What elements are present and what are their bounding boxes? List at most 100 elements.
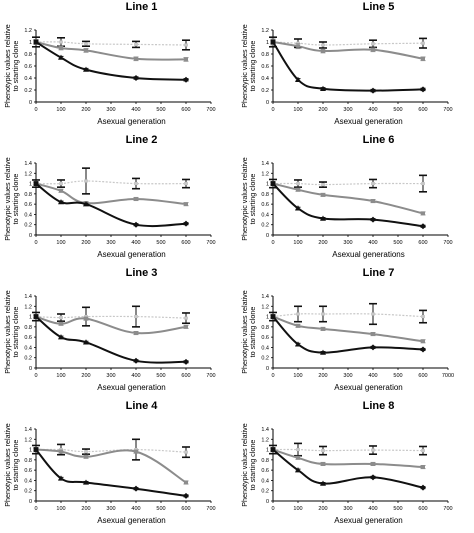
chart-title: Line 8 xyxy=(363,400,395,412)
y-tick-label: 0.8 xyxy=(24,325,32,331)
y-axis-label-line-2: to starting clone xyxy=(248,41,257,92)
data-point xyxy=(371,199,375,203)
y-tick-label: 1.4 xyxy=(24,294,32,300)
data-point xyxy=(371,48,375,52)
data-point xyxy=(296,44,300,48)
data-point xyxy=(134,448,138,452)
x-tick-label: 0 xyxy=(271,107,274,113)
data-point xyxy=(33,314,39,319)
x-tick-label: 700 xyxy=(443,240,452,246)
y-axis-label: Phenotypic values relativeto starting cl… xyxy=(3,423,20,507)
y-tick-label: 0 xyxy=(29,499,32,505)
y-axis-label-line-1: Phenotypic values relative xyxy=(3,24,12,108)
y-tick-label: 1 xyxy=(29,315,32,321)
y-tick-label: 1.2 xyxy=(261,171,269,177)
y-tick-label: 1.2 xyxy=(24,28,32,34)
data-point xyxy=(420,484,426,491)
y-tick-label: 0.4 xyxy=(24,212,32,218)
data-point xyxy=(370,216,376,223)
data-point xyxy=(83,339,89,345)
x-tick-label: 400 xyxy=(368,107,377,113)
y-tick-label: 0.2 xyxy=(261,489,269,495)
data-point xyxy=(321,462,325,466)
data-point xyxy=(371,312,375,316)
x-tick-label: 0 xyxy=(34,373,37,379)
data-point xyxy=(321,193,325,197)
data-point xyxy=(84,450,88,454)
data-point xyxy=(421,211,425,215)
y-tick-label: 0.4 xyxy=(261,345,269,351)
data-point xyxy=(421,449,425,453)
x-tick-label: 400 xyxy=(131,373,140,379)
y-tick-label: 0.4 xyxy=(261,212,269,218)
chart-title: Line 7 xyxy=(363,267,395,279)
y-tick-label: 0 xyxy=(29,100,32,106)
y-tick-label: 0.8 xyxy=(261,192,269,198)
data-point xyxy=(370,344,376,351)
y-axis-label-line-1: Phenotypic values relative xyxy=(240,290,249,374)
x-tick-label: 700 xyxy=(443,506,452,512)
data-point xyxy=(320,349,326,355)
chart-panel: Line 6 Phenotypic values relativeto start… xyxy=(240,134,453,259)
data-point xyxy=(421,465,425,469)
data-point xyxy=(133,221,139,228)
data-point xyxy=(134,42,138,46)
x-axis-label: Asexual generation xyxy=(334,383,403,392)
x-tick-label: 400 xyxy=(131,240,140,246)
x-tick-label: 600 xyxy=(181,373,190,379)
series-line xyxy=(272,313,424,318)
x-tick-label: 100 xyxy=(56,373,65,379)
y-axis-label-line-1: Phenotypic values relative xyxy=(240,24,249,108)
data-point xyxy=(421,41,425,45)
x-tick-label: 200 xyxy=(81,240,90,246)
y-axis-label-line-1: Phenotypic values relative xyxy=(3,290,12,374)
y-axis-label: Phenotypic values relativeto starting cl… xyxy=(3,24,20,108)
y-tick-label: 0.8 xyxy=(24,192,32,198)
x-tick-label: 0 xyxy=(271,240,274,246)
y-tick-label: 0 xyxy=(266,366,269,372)
x-tick-label: 600 xyxy=(181,240,190,246)
x-tick-label: 100 xyxy=(293,373,302,379)
x-tick-label: 0 xyxy=(34,240,37,246)
y-tick-label: 1 xyxy=(29,448,32,454)
chart-panel: Line 7 Phenotypic values relativeto start… xyxy=(240,267,454,392)
y-tick-label: 0.2 xyxy=(261,88,269,94)
x-tick-label: 200 xyxy=(81,506,90,512)
data-point xyxy=(59,316,63,320)
data-point xyxy=(84,48,88,52)
data-point xyxy=(33,181,39,186)
data-point xyxy=(295,205,301,211)
y-axis-label: Phenotypic values relativeto starting cl… xyxy=(240,24,257,108)
chart-panel: Line 3 Phenotypic values relativeto start… xyxy=(3,267,216,392)
y-tick-label: 0.4 xyxy=(261,76,269,82)
data-point xyxy=(371,182,375,186)
x-tick-label: 700 xyxy=(206,107,215,113)
data-point xyxy=(184,450,188,454)
y-tick-label: 0.4 xyxy=(261,478,269,484)
x-tick-label: 600 xyxy=(418,506,427,512)
x-axis-label: Asexual generation xyxy=(97,117,166,126)
data-point xyxy=(421,315,425,319)
y-axis-label-line-2: to starting clone xyxy=(11,307,20,358)
series-line xyxy=(35,41,187,46)
x-tick-label: 300 xyxy=(106,240,115,246)
data-point xyxy=(183,76,189,83)
x-tick-label: 300 xyxy=(343,107,352,113)
x-tick-label: 600 xyxy=(418,373,427,379)
y-tick-label: 1.4 xyxy=(261,161,269,167)
data-point xyxy=(295,467,301,473)
data-point xyxy=(133,357,139,364)
x-tick-label: 300 xyxy=(343,506,352,512)
data-point xyxy=(59,448,63,452)
data-point xyxy=(84,179,88,183)
x-tick-label: 100 xyxy=(56,506,65,512)
data-point xyxy=(58,334,64,340)
x-tick-label: 700 xyxy=(206,373,215,379)
y-tick-label: 1.4 xyxy=(261,294,269,300)
y-tick-label: 1 xyxy=(266,448,269,454)
x-tick-label: 700 xyxy=(206,240,215,246)
series-line xyxy=(272,182,424,186)
data-point xyxy=(270,314,276,319)
y-tick-label: 0.8 xyxy=(24,52,32,58)
x-tick-label: 300 xyxy=(343,240,352,246)
